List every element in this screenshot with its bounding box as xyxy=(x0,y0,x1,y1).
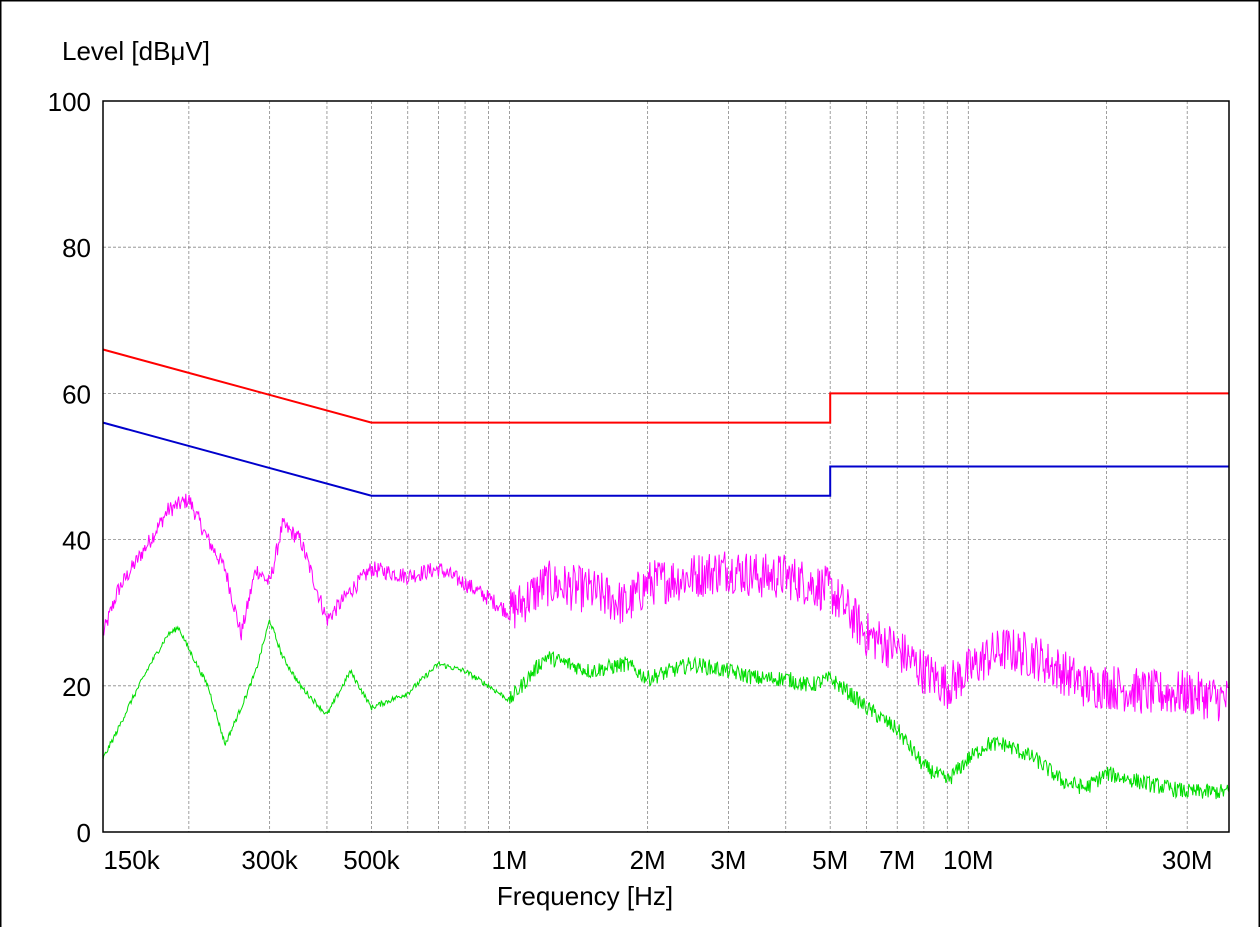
y-tick-label: 80 xyxy=(62,233,91,263)
measurement-traces xyxy=(102,493,1230,800)
y-tick-label: 20 xyxy=(62,672,91,702)
x-tick-label: 2M xyxy=(630,845,666,875)
x-tick-label: 5M xyxy=(812,845,848,875)
peak-trace xyxy=(102,493,1230,722)
average-trace xyxy=(102,619,1230,800)
x-tick-label: 500k xyxy=(343,845,400,875)
y-tick-label: 60 xyxy=(62,379,91,409)
x-tick-label: 1M xyxy=(491,845,527,875)
plot-area-border xyxy=(102,100,1230,833)
x-tick-labels: 150k 300k 500k 1M 2M 3M 5M 7M 10M 30M xyxy=(103,845,1212,875)
x-tick-label: 3M xyxy=(710,845,746,875)
y-tick-labels: 0 20 40 60 80 100 xyxy=(48,87,91,848)
y-tick-label: 100 xyxy=(48,87,91,117)
x-axis-label: Frequency [Hz] xyxy=(497,881,673,911)
limit-lines xyxy=(102,348,1229,497)
quasi-peak-limit-line xyxy=(102,348,1229,424)
y-tick-label: 0 xyxy=(77,818,91,848)
x-tick-label: 150k xyxy=(103,845,160,875)
x-tick-label: 30M xyxy=(1162,845,1213,875)
y-axis-label: Level [dBμV] xyxy=(62,36,210,66)
x-tick-label: 300k xyxy=(241,845,298,875)
x-tick-label: 10M xyxy=(943,845,994,875)
x-tick-label: 7M xyxy=(879,845,915,875)
average-limit-line xyxy=(102,421,1229,497)
y-tick-label: 40 xyxy=(62,526,91,556)
